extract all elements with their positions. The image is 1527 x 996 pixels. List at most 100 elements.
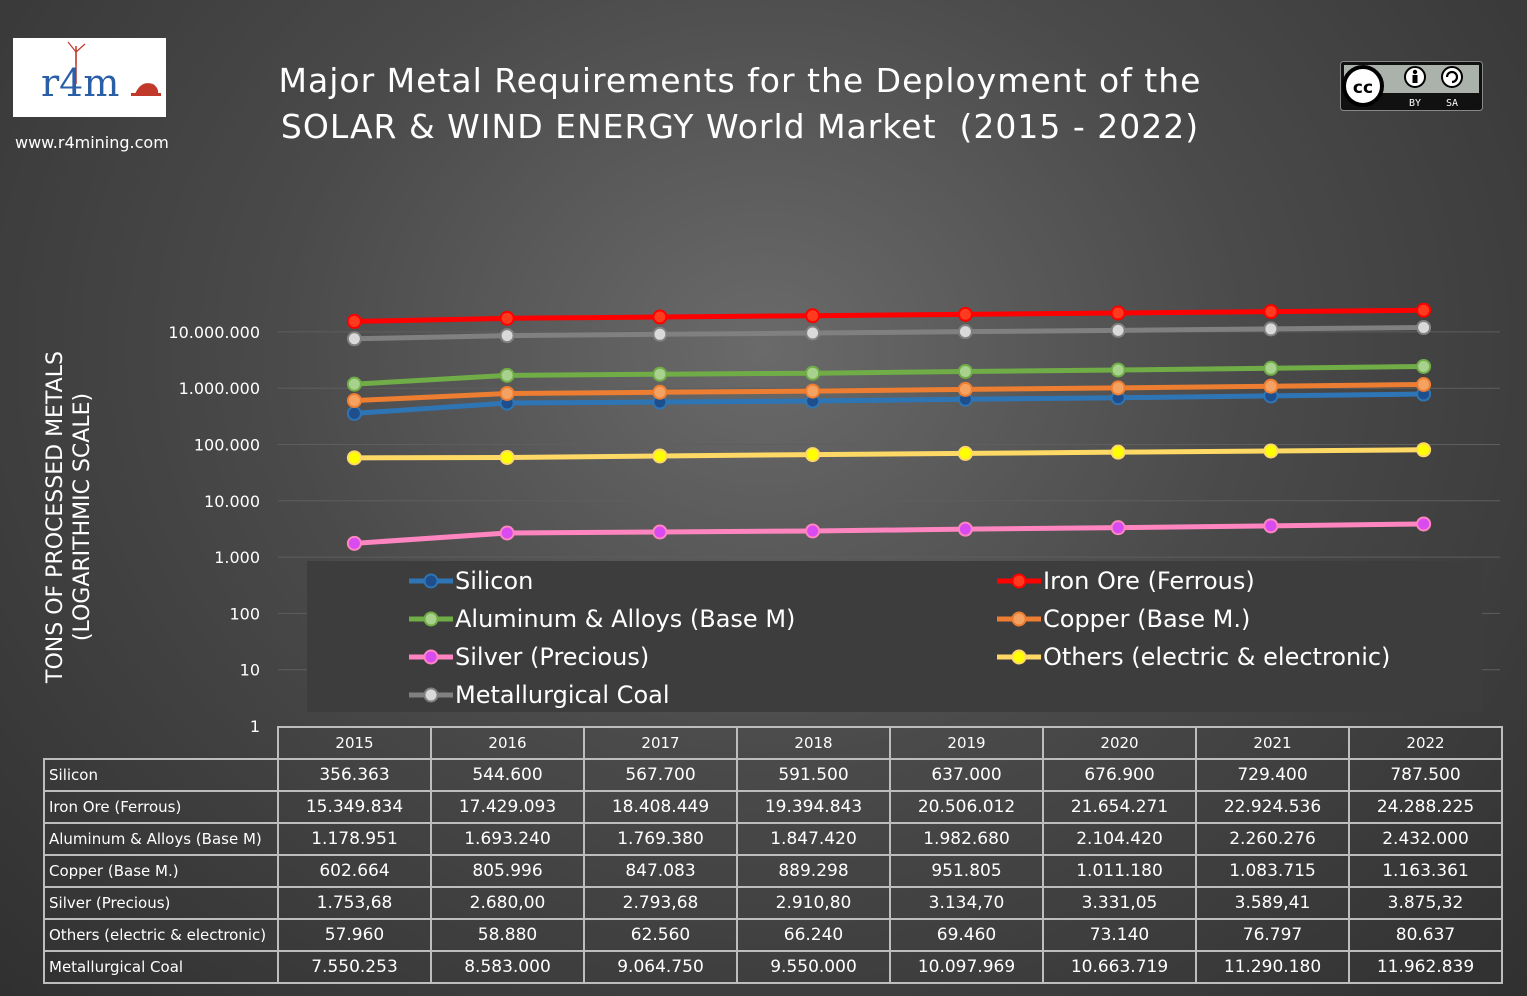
data-point[interactable] xyxy=(957,381,973,397)
table-cell: 3.134,70 xyxy=(889,886,1044,920)
data-point[interactable] xyxy=(805,383,821,399)
data-point[interactable] xyxy=(957,324,973,340)
cc-icon xyxy=(1342,65,1384,107)
data-point[interactable] xyxy=(1263,443,1279,459)
data-point[interactable] xyxy=(1416,442,1432,458)
data-point[interactable] xyxy=(957,445,973,461)
data-point[interactable] xyxy=(1416,377,1432,393)
data-point[interactable] xyxy=(1110,362,1126,378)
data-point[interactable] xyxy=(805,365,821,381)
series-line xyxy=(354,521,1424,546)
data-point[interactable] xyxy=(652,448,668,464)
table-cell: 19.394.843 xyxy=(736,790,891,824)
data-point[interactable] xyxy=(652,326,668,342)
website-url[interactable]: www.r4mining.com xyxy=(15,133,169,152)
table-cell: 8.583.000 xyxy=(430,950,585,984)
data-point[interactable] xyxy=(499,385,515,401)
data-point[interactable] xyxy=(957,363,973,379)
table-cell: 10.097.969 xyxy=(889,950,1044,984)
table-row-label: Metallurgical Coal xyxy=(43,950,279,984)
legend-item[interactable]: Silver (Precious) xyxy=(407,639,649,675)
table-row: Silicon 356.363 544.600 567.700 591.500 637.0… xyxy=(43,758,1503,792)
data-point[interactable] xyxy=(1110,380,1126,396)
data-point[interactable] xyxy=(652,366,668,382)
table-year-header: 2018 xyxy=(736,726,891,760)
data-point[interactable] xyxy=(1263,518,1279,534)
table-cell: 24.288.225 xyxy=(1348,790,1503,824)
legend-item[interactable]: Metallurgical Coal xyxy=(407,677,670,713)
data-point[interactable] xyxy=(1263,360,1279,376)
table-row-label: Silver (Precious) xyxy=(43,886,279,920)
table-row: Aluminum & Alloys (Base M) 1.178.951 1.693… xyxy=(43,822,1503,856)
table-cell: 3.331,05 xyxy=(1042,886,1197,920)
legend-item[interactable]: Aluminum & Alloys (Base M) xyxy=(407,601,795,637)
table-cell: 2.793,68 xyxy=(583,886,738,920)
data-point[interactable] xyxy=(652,524,668,540)
data-point[interactable] xyxy=(1263,378,1279,394)
data-point[interactable] xyxy=(346,393,362,409)
series-line xyxy=(354,382,1424,404)
series-metallurgical-coal xyxy=(346,320,1432,347)
legend-item[interactable]: Copper (Base M.) xyxy=(995,601,1250,637)
legend-item[interactable]: Others (electric & electronic) xyxy=(995,639,1390,675)
series-iron-ore-ferrous xyxy=(346,302,1432,329)
data-point[interactable] xyxy=(805,308,821,324)
data-point[interactable] xyxy=(652,384,668,400)
table-cell: 787.500 xyxy=(1348,758,1503,792)
data-point[interactable] xyxy=(346,376,362,392)
data-point[interactable] xyxy=(1110,444,1126,460)
data-point[interactable] xyxy=(346,405,362,421)
table-row: Iron Ore (Ferrous) 15.349.834 17.429.093 18… xyxy=(43,790,1503,824)
data-point[interactable] xyxy=(805,523,821,539)
data-point[interactable] xyxy=(1416,358,1432,374)
data-point[interactable] xyxy=(957,306,973,322)
legend-label: Silicon xyxy=(455,567,534,595)
data-point[interactable] xyxy=(805,325,821,341)
data-point[interactable] xyxy=(346,331,362,347)
cc-by-sa-badge: cc BY SA xyxy=(1340,61,1483,111)
data-point[interactable] xyxy=(346,535,362,551)
table-cell: 20.506.012 xyxy=(889,790,1044,824)
data-point[interactable] xyxy=(1263,321,1279,337)
data-point[interactable] xyxy=(1416,320,1432,336)
table-cell: 17.429.093 xyxy=(430,790,585,824)
data-point[interactable] xyxy=(1416,516,1432,532)
data-point[interactable] xyxy=(1110,305,1126,321)
data-point[interactable] xyxy=(499,328,515,344)
data-point[interactable] xyxy=(1416,302,1432,318)
data-point[interactable] xyxy=(499,525,515,541)
data-point[interactable] xyxy=(499,310,515,326)
data-point[interactable] xyxy=(346,450,362,466)
chart-legend: Silicon Iron Ore (Ferrous) Aluminum & Allo… xyxy=(307,561,1482,712)
table-row-label: Others (electric & electronic) xyxy=(43,918,279,952)
legend-item[interactable]: Iron Ore (Ferrous) xyxy=(995,563,1255,599)
series-aluminum-alloys-base-m xyxy=(346,358,1432,392)
data-point[interactable] xyxy=(1110,322,1126,338)
legend-marker-icon xyxy=(997,573,1041,589)
data-point[interactable] xyxy=(499,367,515,383)
data-point[interactable] xyxy=(957,521,973,537)
table-row-label: Copper (Base M.) xyxy=(43,854,279,888)
data-point[interactable] xyxy=(1110,520,1126,536)
table-row: Others (electric & electronic) 57.960 58.8… xyxy=(43,918,1503,952)
legend-item[interactable]: Silicon xyxy=(407,563,533,599)
data-point[interactable] xyxy=(499,449,515,465)
chart-title: Major Metal Requirements for the Deploym… xyxy=(240,58,1240,150)
table-cell: 1.753,68 xyxy=(277,886,432,920)
title-line-1: Major Metal Requirements for the Deploym… xyxy=(278,61,1202,100)
table-year-header: 2016 xyxy=(430,726,585,760)
data-point[interactable] xyxy=(1263,304,1279,320)
sa-icon xyxy=(1441,66,1463,88)
table-cell: 729.400 xyxy=(1195,758,1350,792)
table-cell: 676.900 xyxy=(1042,758,1197,792)
legend-label: Others (electric & electronic) xyxy=(1043,643,1391,671)
data-point[interactable] xyxy=(346,313,362,329)
table-cell: 2.680,00 xyxy=(430,886,585,920)
y-tick-label: 1.000.000 xyxy=(179,379,260,398)
series-line xyxy=(354,447,1424,461)
table-cell: 66.240 xyxy=(736,918,891,952)
data-point[interactable] xyxy=(652,309,668,325)
table-cell: 7.550.253 xyxy=(277,950,432,984)
data-point[interactable] xyxy=(805,447,821,463)
table-year-header: 2015 xyxy=(277,726,432,760)
